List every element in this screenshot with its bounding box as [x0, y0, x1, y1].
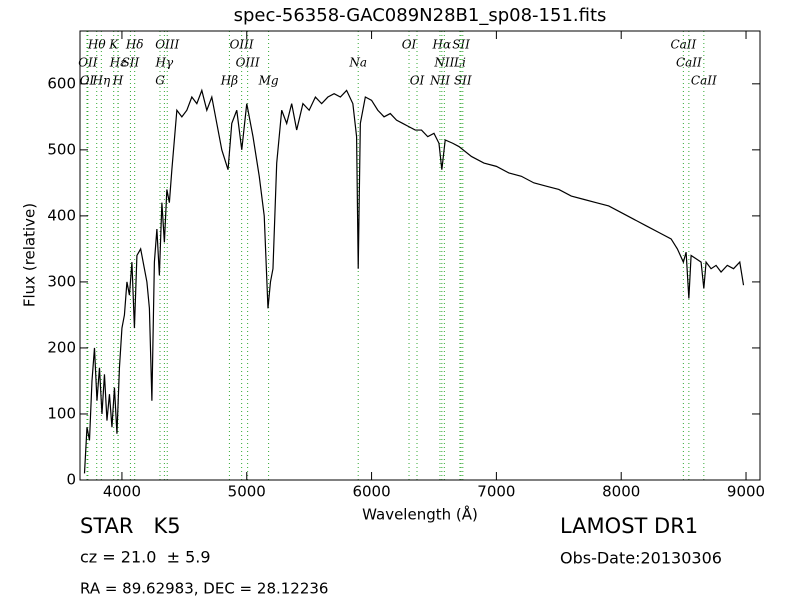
line-label: OIII: [236, 56, 260, 70]
y-tick-label: 400: [47, 206, 76, 224]
line-label: CaII: [670, 38, 696, 52]
line-label: OI: [402, 38, 417, 52]
x-tick-label: 5000: [228, 483, 266, 501]
y-tick-label: 200: [47, 338, 76, 356]
line-label: Mg: [258, 74, 279, 88]
line-label: G: [155, 74, 165, 88]
y-tick-label: 300: [47, 272, 76, 290]
line-label: SII: [454, 74, 472, 88]
x-tick-label: 9000: [727, 483, 765, 501]
obs-date: Obs-Date:20130306: [560, 549, 722, 568]
redshift: cz = 21.0 ± 5.9: [80, 548, 211, 567]
line-label: Hα: [432, 38, 452, 52]
line-label: OII: [78, 56, 98, 70]
x-tick-label: 8000: [602, 483, 640, 501]
line-label: Hθ: [87, 38, 106, 52]
line-label: OIII: [230, 38, 254, 52]
line-label: K: [108, 38, 119, 52]
y-tick-label: 500: [47, 140, 76, 158]
line-label: NII: [433, 56, 454, 70]
x-tick-label: 7000: [477, 483, 515, 501]
y-tick-label: 0: [66, 471, 76, 489]
line-label: OI: [410, 74, 425, 88]
x-axis-label: Wavelength (Å): [362, 505, 478, 524]
x-tick-label: 4000: [103, 483, 141, 501]
chart-title: spec-56358-GAC089N28B1_sp08-151.fits: [234, 5, 607, 26]
line-label: Li: [453, 56, 466, 70]
survey: LAMOST DR1: [560, 514, 698, 538]
line-label: Hε: [109, 56, 127, 70]
y-axis-label: Flux (relative): [21, 203, 39, 307]
line-label: SII: [452, 38, 470, 52]
object-class: STAR K5: [80, 514, 181, 538]
line-label: Hγ: [155, 56, 174, 70]
line-label: OIII: [155, 38, 179, 52]
spectrum-line: [83, 88, 745, 474]
line-label: Hβ: [220, 74, 238, 88]
plot-frame: [79, 30, 761, 481]
line-label: Na: [348, 56, 367, 70]
line-label: Hη: [92, 74, 111, 88]
line-label: SII: [122, 56, 140, 70]
line-label: CaII: [676, 56, 702, 70]
coordinates: RA = 89.62983, DEC = 28.12236: [80, 580, 328, 598]
x-tick-label: 6000: [352, 483, 390, 501]
y-tick-label: 100: [47, 404, 76, 422]
line-label: H: [112, 74, 124, 88]
line-label: Hδ: [125, 38, 144, 52]
line-label: CaII: [691, 74, 717, 88]
line-label: NII: [429, 74, 450, 88]
y-tick-label: 600: [47, 74, 76, 92]
